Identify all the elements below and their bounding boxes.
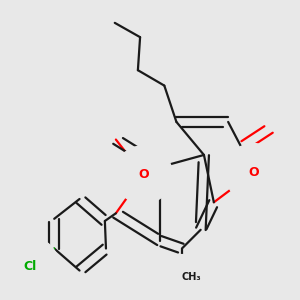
Text: Cl: Cl	[23, 260, 37, 273]
Circle shape	[224, 144, 283, 202]
Circle shape	[159, 255, 205, 300]
Text: CH₃: CH₃	[182, 272, 202, 282]
Text: O: O	[138, 168, 149, 181]
Circle shape	[114, 146, 172, 204]
Text: O: O	[248, 166, 259, 179]
Circle shape	[1, 237, 59, 295]
